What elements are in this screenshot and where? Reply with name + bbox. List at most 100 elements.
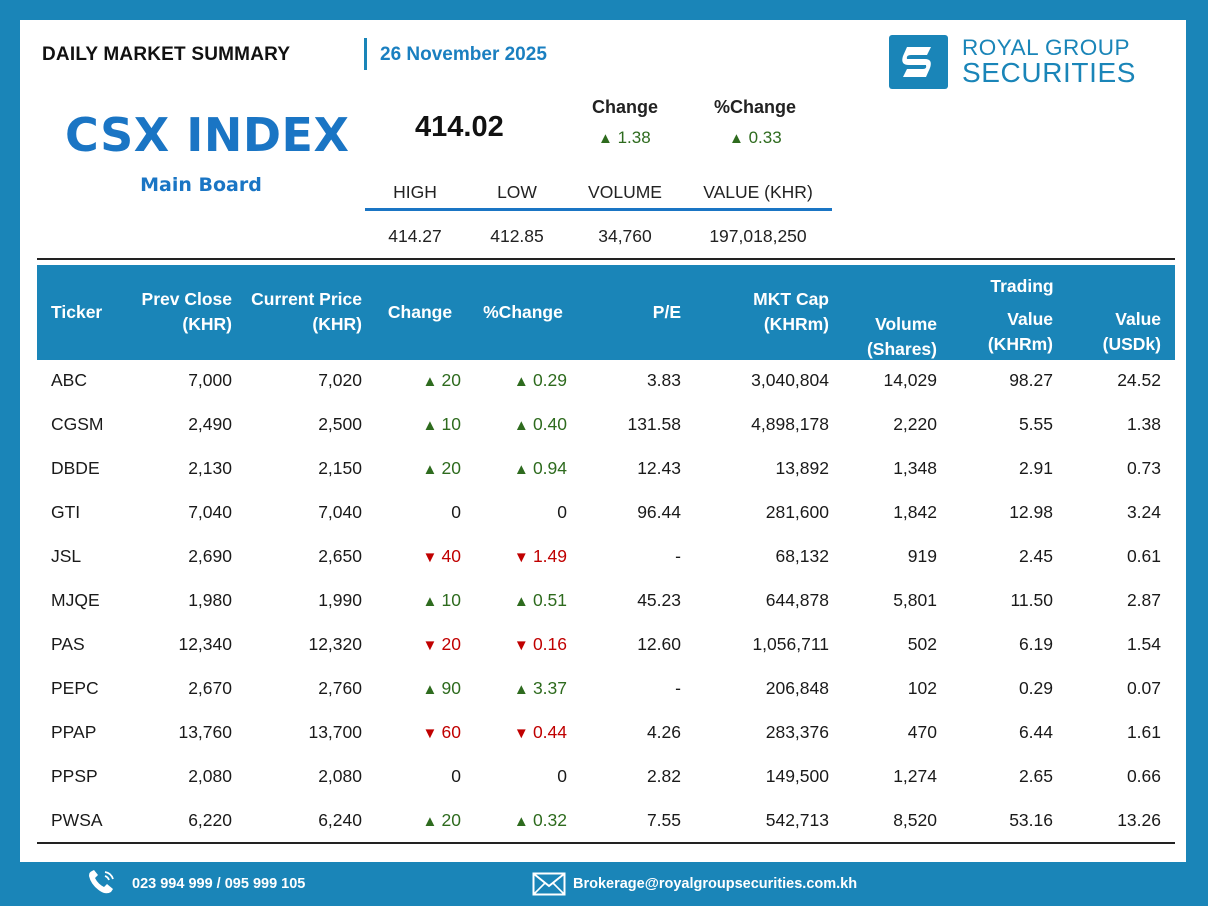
cell-current-price-value: 2,500 bbox=[318, 414, 362, 434]
cell-value-usd-value: 2.87 bbox=[1126, 590, 1161, 610]
cell-change-value: 10 bbox=[441, 590, 461, 610]
cell-current-price: 13,700 bbox=[232, 722, 362, 743]
down-triangle-icon: ▼ bbox=[422, 725, 442, 742]
table-row: MJQE 1,980 1,990 ▲ 10 ▲ 0.51 45.23 644,878 5,80… bbox=[37, 580, 1175, 624]
cell-pct-change-value: 3.37 bbox=[532, 678, 567, 698]
cell-pct-change-value: 0.16 bbox=[532, 634, 567, 654]
cell-current-price-value: 2,650 bbox=[318, 546, 362, 566]
index-pct-change-value: 0.33 bbox=[748, 128, 782, 147]
index-name: CSX INDEX bbox=[65, 108, 350, 162]
cell-value-usd-value: 0.66 bbox=[1126, 766, 1161, 786]
cell-prev-close: 6,220 bbox=[117, 810, 232, 831]
cell-prev-close-value: 2,690 bbox=[188, 546, 232, 566]
cell-value-khr: 11.50 bbox=[953, 590, 1054, 611]
cell-value-usd-value: 3.24 bbox=[1126, 502, 1161, 522]
cell-volume: 8,520 bbox=[837, 810, 937, 831]
col-trading-group: Trading bbox=[990, 276, 1054, 296]
cell-change-value: 90 bbox=[441, 678, 461, 698]
stat-volume: 34,760 bbox=[598, 226, 652, 246]
cell-current-price: 1,990 bbox=[232, 590, 362, 611]
down-triangle-icon: ▼ bbox=[422, 637, 442, 654]
cell-value-khr: 12.98 bbox=[953, 502, 1053, 523]
cell-mkt-cap-value: 149,500 bbox=[765, 766, 829, 786]
up-triangle-icon: ▲ bbox=[422, 373, 442, 390]
cell-value-usd: 0.61 bbox=[1061, 546, 1161, 567]
cell-value-khr-value: 6.19 bbox=[1018, 634, 1053, 654]
cell-value-khr: 6.19 bbox=[953, 634, 1053, 655]
cell-change: 0 bbox=[376, 502, 461, 523]
cell-pe-value: 131.58 bbox=[627, 414, 681, 434]
cell-pe: 96.44 bbox=[597, 502, 681, 523]
col-value-khr-line1: Value bbox=[1007, 309, 1053, 329]
cell-pe-value: 12.60 bbox=[637, 634, 681, 654]
cell-volume-value: 8,520 bbox=[893, 810, 937, 830]
cell-value-khr-value: 2.65 bbox=[1018, 766, 1053, 786]
cell-current-price: 2,760 bbox=[232, 678, 362, 699]
cell-current-price-value: 2,150 bbox=[318, 458, 362, 478]
cell-prev-close-value: 7,000 bbox=[188, 370, 232, 390]
cell-mkt-cap: 283,376 bbox=[689, 722, 829, 743]
cell-pct-change: ▲ 0.29 bbox=[473, 370, 567, 391]
cell-prev-close: 7,040 bbox=[117, 502, 232, 523]
cell-volume: 2,220 bbox=[837, 414, 937, 435]
cell-ticker-value: PPAP bbox=[51, 722, 97, 742]
cell-current-price: 2,650 bbox=[232, 546, 362, 567]
cell-pct-change-value: 0.40 bbox=[532, 414, 567, 434]
cell-mkt-cap-value: 283,376 bbox=[765, 722, 829, 742]
cell-ticker-value: PAS bbox=[51, 634, 85, 654]
table-row: PAS 12,340 12,320 ▼ 20 ▼ 0.16 12.60 1,056,711 5… bbox=[37, 624, 1175, 668]
cell-current-price: 7,020 bbox=[232, 370, 362, 391]
cell-ticker: PWSA bbox=[51, 810, 141, 831]
cell-change: ▲ 10 bbox=[376, 414, 461, 435]
footer-phone[interactable]: 023 994 999 / 095 999 105 bbox=[132, 876, 306, 892]
col-current-price-line1: Current Price bbox=[251, 289, 362, 309]
up-triangle-icon: ▲ bbox=[422, 681, 442, 698]
cell-value-khr-value: 2.91 bbox=[1018, 458, 1053, 478]
cell-pct-change: ▲ 0.94 bbox=[473, 458, 567, 479]
index-change: ▲ 1.38 bbox=[598, 128, 651, 148]
col-mkt-cap-line2: (KHRm) bbox=[763, 314, 829, 334]
up-triangle-icon: ▲ bbox=[513, 813, 533, 830]
stat-header-low: LOW bbox=[497, 182, 537, 202]
cell-change: ▼ 20 bbox=[376, 634, 461, 655]
cell-current-price: 2,080 bbox=[232, 766, 362, 787]
col-current-price-line2: (KHR) bbox=[312, 314, 362, 334]
cell-pct-change: 0 bbox=[473, 502, 567, 523]
cell-current-price: 2,150 bbox=[232, 458, 362, 479]
cell-prev-close-value: 6,220 bbox=[188, 810, 232, 830]
cell-change-value: 10 bbox=[441, 414, 461, 434]
cell-ticker: CGSM bbox=[51, 414, 141, 435]
cell-pct-change-value: 0 bbox=[557, 766, 567, 786]
table-top-rule bbox=[37, 258, 1175, 260]
cell-value-khr: 5.55 bbox=[953, 414, 1053, 435]
cell-ticker-value: PPSP bbox=[51, 766, 98, 786]
cell-prev-close-value: 1,980 bbox=[188, 590, 232, 610]
cell-value-usd: 3.24 bbox=[1061, 502, 1161, 523]
stat-divider bbox=[365, 208, 832, 211]
up-triangle-icon: ▲ bbox=[422, 461, 442, 478]
cell-pct-change-value: 0.51 bbox=[532, 590, 567, 610]
phone-icon bbox=[86, 868, 118, 901]
cell-pe-value: 2.82 bbox=[646, 766, 681, 786]
report-title: DAILY MARKET SUMMARY bbox=[42, 44, 291, 65]
cell-pe: 12.43 bbox=[597, 458, 681, 479]
cell-prev-close: 2,080 bbox=[117, 766, 232, 787]
envelope-icon bbox=[532, 872, 566, 901]
cell-prev-close-value: 2,130 bbox=[188, 458, 232, 478]
cell-mkt-cap-value: 281,600 bbox=[765, 502, 829, 522]
cell-pe-value: - bbox=[675, 678, 681, 698]
cell-ticker-value: DBDE bbox=[51, 458, 100, 478]
cell-volume: 502 bbox=[837, 634, 937, 655]
cell-pe-value: 4.26 bbox=[646, 722, 681, 742]
up-triangle-icon: ▲ bbox=[598, 130, 613, 147]
cell-value-khr: 6.44 bbox=[953, 722, 1053, 743]
cell-pe-value: 7.55 bbox=[646, 810, 681, 830]
cell-ticker: GTI bbox=[51, 502, 141, 523]
cell-pe-value: 45.23 bbox=[637, 590, 681, 610]
footer-email[interactable]: Brokerage@royalgroupsecurities.com.kh bbox=[573, 876, 858, 892]
col-value-usd: Value (USDk) bbox=[1061, 307, 1161, 357]
cell-value-khr-value: 53.16 bbox=[1009, 810, 1053, 830]
cell-pct-change-value: 0.29 bbox=[532, 370, 567, 390]
cell-current-price-value: 13,700 bbox=[308, 722, 362, 742]
cell-current-price: 7,040 bbox=[232, 502, 362, 523]
